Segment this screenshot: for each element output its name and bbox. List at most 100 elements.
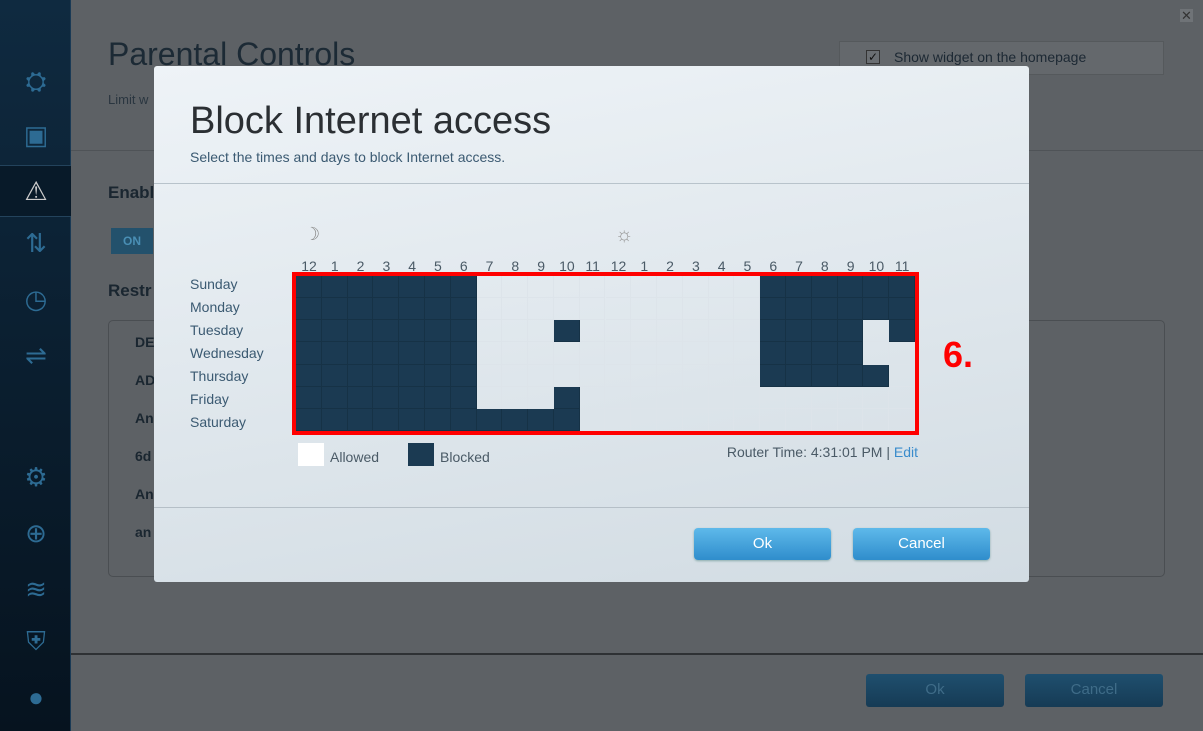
allowed-cell[interactable] bbox=[682, 342, 709, 365]
blocked-cell[interactable] bbox=[321, 298, 348, 321]
allowed-cell[interactable] bbox=[579, 386, 606, 409]
blocked-cell[interactable] bbox=[399, 364, 425, 387]
blocked-cell[interactable] bbox=[863, 364, 890, 387]
blocked-cell[interactable] bbox=[399, 342, 425, 365]
allowed-cell[interactable] bbox=[863, 386, 890, 409]
allowed-cell[interactable] bbox=[657, 298, 683, 321]
blocked-cell[interactable] bbox=[760, 342, 787, 365]
allowed-cell[interactable] bbox=[502, 342, 529, 365]
allowed-cell[interactable] bbox=[734, 320, 761, 343]
blocked-cell[interactable] bbox=[760, 298, 787, 321]
allowed-cell[interactable] bbox=[760, 408, 787, 431]
blocked-cell[interactable] bbox=[450, 364, 477, 387]
allowed-cell[interactable] bbox=[605, 386, 632, 409]
blocked-cell[interactable] bbox=[863, 298, 890, 321]
allowed-cell[interactable] bbox=[657, 386, 683, 409]
blocked-cell[interactable] bbox=[837, 320, 864, 343]
allowed-cell[interactable] bbox=[708, 320, 735, 343]
allowed-cell[interactable] bbox=[502, 276, 529, 299]
blocked-cell[interactable] bbox=[837, 342, 864, 365]
allowed-cell[interactable] bbox=[889, 342, 915, 365]
allowed-cell[interactable] bbox=[682, 320, 709, 343]
allowed-cell[interactable] bbox=[682, 298, 709, 321]
allowed-cell[interactable] bbox=[476, 386, 503, 409]
allowed-cell[interactable] bbox=[528, 276, 554, 299]
schedule-grid[interactable] bbox=[292, 272, 919, 435]
blocked-cell[interactable] bbox=[811, 320, 838, 343]
allowed-cell[interactable] bbox=[811, 408, 838, 431]
blocked-cell[interactable] bbox=[373, 320, 400, 343]
page-cancel-button[interactable]: Cancel bbox=[1025, 674, 1163, 707]
blocked-cell[interactable] bbox=[760, 320, 787, 343]
allowed-cell[interactable] bbox=[502, 320, 529, 343]
blocked-cell[interactable] bbox=[786, 342, 812, 365]
list-item[interactable]: DE bbox=[135, 334, 155, 350]
blocked-cell[interactable] bbox=[553, 386, 580, 409]
allowed-cell[interactable] bbox=[734, 298, 761, 321]
allowed-cell[interactable] bbox=[734, 276, 761, 299]
allowed-cell[interactable] bbox=[631, 342, 658, 365]
allowed-cell[interactable] bbox=[605, 364, 632, 387]
blocked-cell[interactable] bbox=[321, 276, 348, 299]
checkbox-check-icon[interactable]: ✓ bbox=[866, 50, 880, 64]
devices-icon[interactable]: ▣ bbox=[23, 120, 49, 150]
list-item[interactable]: an bbox=[135, 524, 152, 540]
allowed-cell[interactable] bbox=[708, 298, 735, 321]
blocked-cell[interactable] bbox=[424, 408, 451, 431]
blocked-cell[interactable] bbox=[450, 408, 477, 431]
blocked-cell[interactable] bbox=[296, 408, 322, 431]
blocked-cell[interactable] bbox=[760, 276, 787, 299]
allowed-cell[interactable] bbox=[605, 276, 632, 299]
allowed-cell[interactable] bbox=[889, 408, 915, 431]
blocked-cell[interactable] bbox=[321, 408, 348, 431]
blocked-cell[interactable] bbox=[424, 298, 451, 321]
blocked-cell[interactable] bbox=[811, 298, 838, 321]
allowed-cell[interactable] bbox=[476, 320, 503, 343]
allowed-cell[interactable] bbox=[734, 364, 761, 387]
cancel-button[interactable]: Cancel bbox=[853, 528, 990, 560]
blocked-cell[interactable] bbox=[347, 386, 374, 409]
blocked-cell[interactable] bbox=[450, 276, 477, 299]
allowed-cell[interactable] bbox=[502, 364, 529, 387]
allowed-cell[interactable] bbox=[631, 386, 658, 409]
blocked-cell[interactable] bbox=[889, 276, 915, 299]
blocked-cell[interactable] bbox=[450, 320, 477, 343]
allowed-cell[interactable] bbox=[579, 320, 606, 343]
allowed-cell[interactable] bbox=[631, 364, 658, 387]
allowed-cell[interactable] bbox=[657, 408, 683, 431]
allowed-cell[interactable] bbox=[657, 364, 683, 387]
allowed-cell[interactable] bbox=[734, 408, 761, 431]
blocked-cell[interactable] bbox=[424, 386, 451, 409]
blocked-cell[interactable] bbox=[837, 276, 864, 299]
blocked-cell[interactable] bbox=[321, 342, 348, 365]
allowed-cell[interactable] bbox=[528, 320, 554, 343]
enable-toggle[interactable]: ON bbox=[111, 228, 153, 254]
allowed-cell[interactable] bbox=[863, 408, 890, 431]
allowed-cell[interactable] bbox=[837, 386, 864, 409]
allowed-cell[interactable] bbox=[605, 320, 632, 343]
allowed-cell[interactable] bbox=[579, 408, 606, 431]
blocked-cell[interactable] bbox=[373, 276, 400, 299]
blocked-cell[interactable] bbox=[321, 386, 348, 409]
allowed-cell[interactable] bbox=[760, 386, 787, 409]
blocked-cell[interactable] bbox=[373, 342, 400, 365]
allowed-cell[interactable] bbox=[734, 386, 761, 409]
list-item[interactable]: An bbox=[135, 410, 154, 426]
allowed-cell[interactable] bbox=[657, 342, 683, 365]
blocked-cell[interactable] bbox=[399, 320, 425, 343]
blocked-cell[interactable] bbox=[450, 298, 477, 321]
allowed-cell[interactable] bbox=[682, 276, 709, 299]
allowed-cell[interactable] bbox=[682, 364, 709, 387]
allowed-cell[interactable] bbox=[579, 342, 606, 365]
speed-test-icon[interactable]: ◷ bbox=[24, 284, 48, 314]
allowed-cell[interactable] bbox=[553, 342, 580, 365]
blocked-cell[interactable] bbox=[424, 320, 451, 343]
settings-icon[interactable]: ⚙ bbox=[24, 462, 48, 492]
ok-button[interactable]: Ok bbox=[694, 528, 831, 560]
blocked-cell[interactable] bbox=[347, 320, 374, 343]
allowed-cell[interactable] bbox=[476, 298, 503, 321]
allowed-cell[interactable] bbox=[837, 408, 864, 431]
allowed-cell[interactable] bbox=[889, 386, 915, 409]
blocked-cell[interactable] bbox=[889, 298, 915, 321]
allowed-cell[interactable] bbox=[476, 364, 503, 387]
